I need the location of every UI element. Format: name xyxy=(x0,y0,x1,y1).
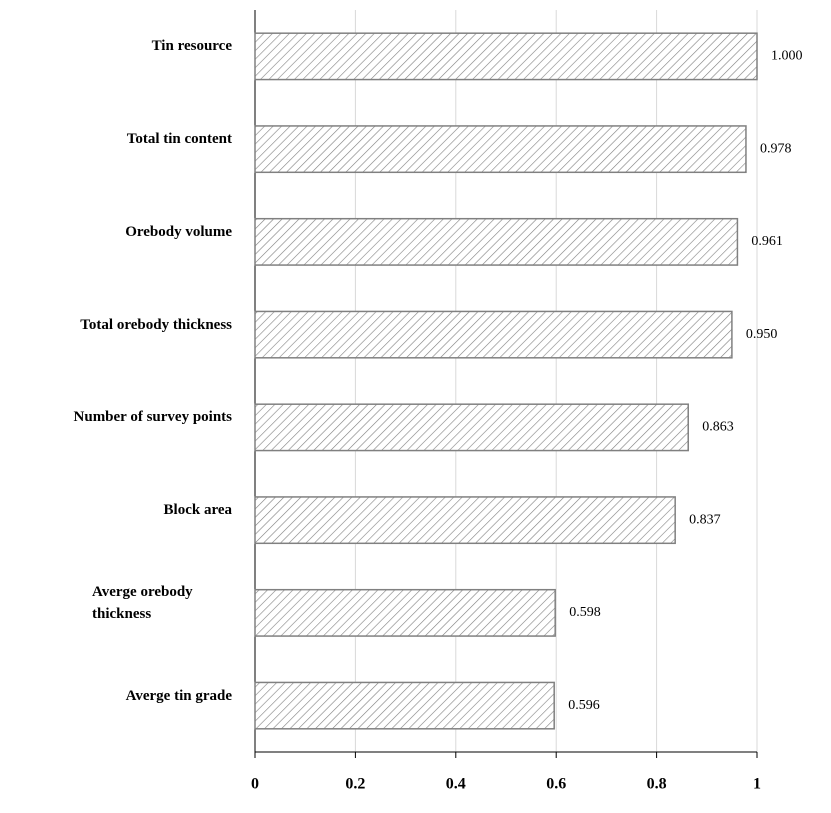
bar xyxy=(254,310,733,359)
y-tick-label: Number of survey points xyxy=(73,409,232,426)
x-tick-label: 0 xyxy=(251,776,259,793)
bar xyxy=(254,588,556,637)
y-tick-label: Averge orebody thickness xyxy=(92,583,193,622)
bar xyxy=(254,125,747,174)
x-tick-label: 1 xyxy=(753,776,761,793)
value-label: 0.863 xyxy=(702,420,734,435)
x-tick-label: 0.2 xyxy=(345,776,365,793)
x-tick-label: 0.4 xyxy=(446,776,466,793)
bar xyxy=(254,496,676,545)
y-tick-label: Total orebody thickness xyxy=(80,316,232,333)
value-label: 1.000 xyxy=(771,49,803,64)
bar xyxy=(254,681,555,730)
y-tick-label: Averge tin grade xyxy=(125,687,232,704)
y-tick-label: Tin resource xyxy=(151,38,232,55)
value-label: 0.598 xyxy=(569,605,601,620)
value-label: 0.961 xyxy=(751,234,783,249)
value-label: 0.950 xyxy=(746,327,778,342)
x-tick-label: 0.6 xyxy=(546,776,566,793)
bar xyxy=(254,217,739,266)
bar xyxy=(254,32,758,81)
y-tick-label: Orebody volume xyxy=(125,223,232,240)
x-tick-label: 0.8 xyxy=(647,776,667,793)
bar xyxy=(254,403,689,452)
value-label: 0.978 xyxy=(760,141,792,156)
value-label: 0.837 xyxy=(689,512,721,527)
y-tick-label: Block area xyxy=(163,502,232,519)
value-label: 0.596 xyxy=(568,698,600,713)
y-tick-label: Total tin content xyxy=(126,131,232,148)
